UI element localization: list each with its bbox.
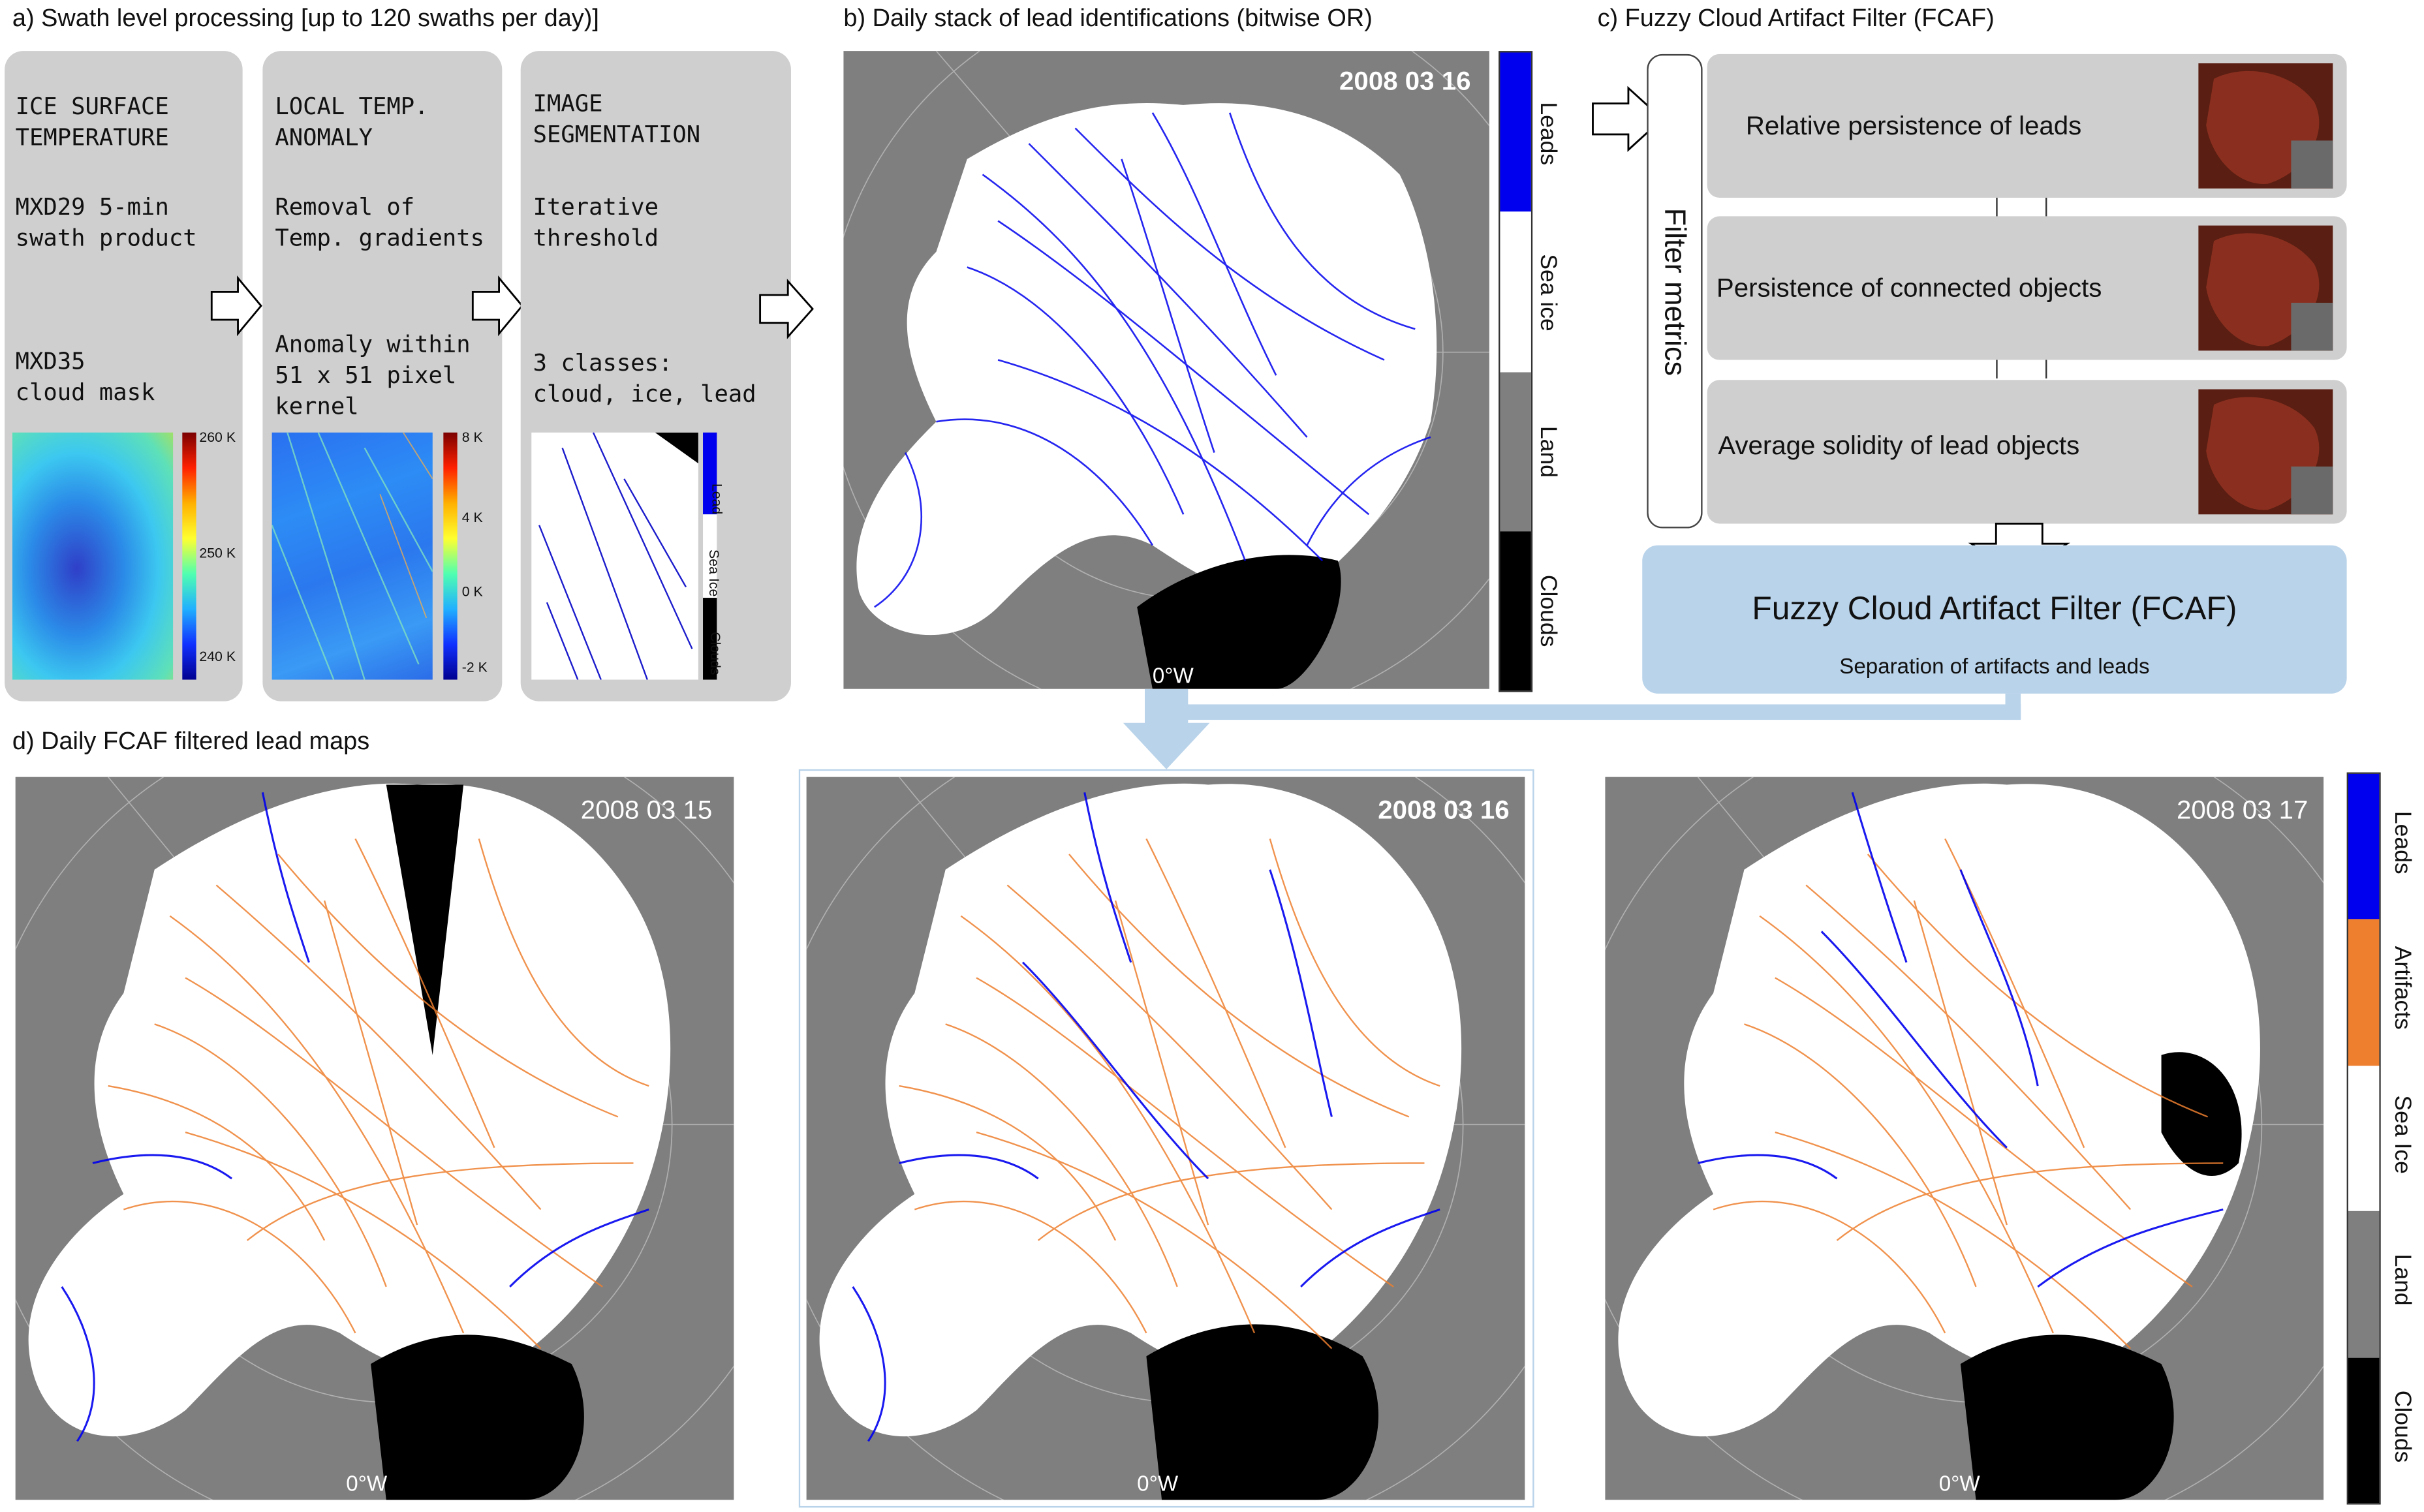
legend-b-leads: Leads [1534,102,1561,166]
box3-line5: 3 classes: [533,348,673,377]
fcaf-map-2008-03-16: 2008 03 16 80°N 70°N 0°W [806,777,1525,1500]
anomaly-tick-4: 4 K [461,510,483,525]
box2-line2: ANOMALY [275,123,373,151]
map-b-lat70: 70°N [905,587,954,612]
box3-line4: threshold [533,224,659,252]
anomaly-streaks [272,432,433,680]
cloud-area [371,1335,584,1500]
box3-line6: cloud, ice, lead [533,380,756,408]
box3-line1: IMAGE [533,89,603,117]
fcaf-map-2008-03-15: 2008 03 15 80°N 70°N 0°W [15,777,734,1500]
section-c-title: c) Fuzzy Cloud Artifact Filter (FCAF) [1597,6,1995,33]
metric-thumb-3 [2198,389,2333,515]
filter-metrics-label: Filter metrics [1657,208,1690,377]
box2-line6: 51 x 51 pixel [275,361,457,390]
metric-thumb-2 [2198,225,2333,351]
anomaly-colorbar [443,432,458,680]
fcaf-box [1642,545,2347,694]
legend-b-seaice: Sea ice [1534,254,1561,332]
anomaly-tick-0: 0 K [461,583,483,600]
box3-line3: Iterative [533,193,659,221]
arrow-right-icon [210,275,262,337]
fcaf-title: Fuzzy Cloud Artifact Filter (FCAF) [1752,591,2237,628]
box1-line1: ICE SURFACE [15,93,169,121]
segmentation-tick-seaice: Sea Ice [706,549,723,597]
box1-line6: cloud mask [15,378,155,407]
ist-tick-250: 250 K [199,545,236,561]
box2-line4: Temp. gradients [275,224,485,252]
sea-ice-area [1618,783,2260,1437]
segmentation-leads [538,432,698,680]
map-d2-date: 2008 03 16 [1378,795,1510,825]
anomaly-tick-8: 8 K [461,429,483,445]
map-d1-lon0: 0°W [346,1470,388,1496]
map-d3-lat70: 70°N [1691,1378,1741,1403]
arrow-down-icon [1123,688,1210,769]
arrow-right-icon [759,279,814,339]
segmentation-colorbar [703,432,717,680]
box1-line4: swath product [15,224,197,252]
legend-b-clouds: Clouds [1534,574,1561,647]
map-b-lon0: 0°W [1152,662,1194,688]
anomaly-tick-minus2: -2 K [461,659,488,675]
legend-d-clouds: Clouds [2389,1390,2416,1463]
legend-d-seaice: Sea Ice [2389,1095,2416,1174]
cloud-area [1960,1335,2174,1500]
box2-line1: LOCAL TEMP. [275,93,429,121]
box1-line2: TEMPERATURE [15,123,169,151]
legend-d-colorbar [2346,772,2381,1505]
legend-b-colorbar [1499,51,1533,692]
map-d2-lon0: 0°W [1137,1470,1179,1496]
fcaf-subtitle: Separation of artifacts and leads [1839,653,2150,679]
map-d1-lat70: 70°N [95,1378,144,1403]
map-d3-lon0: 0°W [1938,1470,1980,1496]
fcaf-output-connector-horizontal [1168,704,2021,720]
legend-d-leads: Leads [2389,810,2416,874]
sea-ice-area [28,783,671,1437]
segmentation-tick-clouds: Clouds [707,632,723,675]
arrow-right-icon [1592,85,1664,152]
metric-average-solidity: Average solidity of lead objects [1718,431,2080,461]
daily-stack-map: 2008 03 16 80°N 70°N 0°W [843,51,1489,689]
box3-line2: SEGMENTATION [533,120,701,149]
map-d2-lat70: 70°N [890,1378,939,1403]
section-b-title: b) Daily stack of lead identifications (… [843,6,1373,33]
segmentation-tick-lead: Lead [709,483,725,515]
arrow-right-icon [471,275,523,337]
legend-d-land: Land [2389,1254,2416,1306]
map-b-lat80: 80°N [1016,459,1065,484]
section-d-title: d) Daily FCAF filtered lead maps [12,729,370,756]
box1-line5: MXD35 [15,347,85,376]
box2-line5: Anomaly within [275,330,471,359]
segmentation-image [531,432,698,680]
ist-swath-image [12,432,174,680]
ist-tick-260: 260 K [199,429,236,445]
cloud-area [1146,1324,1379,1500]
cloud-area [1137,555,1341,689]
map-d3-lat80: 80°N [1801,1244,1850,1270]
box2-line3: Removal of [275,193,415,221]
ist-colorbar [182,432,196,680]
highlight-frame [798,769,1534,1508]
metric-connected-objects: Persistence of connected objects [1716,273,2102,303]
map-d2-lat80: 80°N [1001,1244,1049,1270]
legend-d-artifacts: Artifacts [2389,946,2416,1030]
map-b-date: 2008 03 16 [1339,66,1471,96]
map-d3-date: 2008 03 17 [2177,795,2308,825]
box1-line3: MXD29 5-min [15,193,169,221]
fcaf-map-2008-03-17: 2008 03 17 80°N 70°N 0°W [1605,777,2324,1500]
ist-tick-240: 240 K [199,649,236,664]
map-d1-lat80: 80°N [208,1244,257,1270]
map-d1-date: 2008 03 15 [580,795,713,825]
sea-ice-area [819,783,1462,1437]
box2-line7: kernel [275,392,359,420]
legend-b-land: Land [1534,425,1561,478]
section-a-title: a) Swath level processing [up to 120 swa… [12,6,599,33]
sea-ice-area [856,103,1437,636]
metric-thumb-1 [2198,63,2333,189]
metric-relative-persistence: Relative persistence of leads [1745,111,2082,141]
filter-metrics-box [1647,54,1703,529]
